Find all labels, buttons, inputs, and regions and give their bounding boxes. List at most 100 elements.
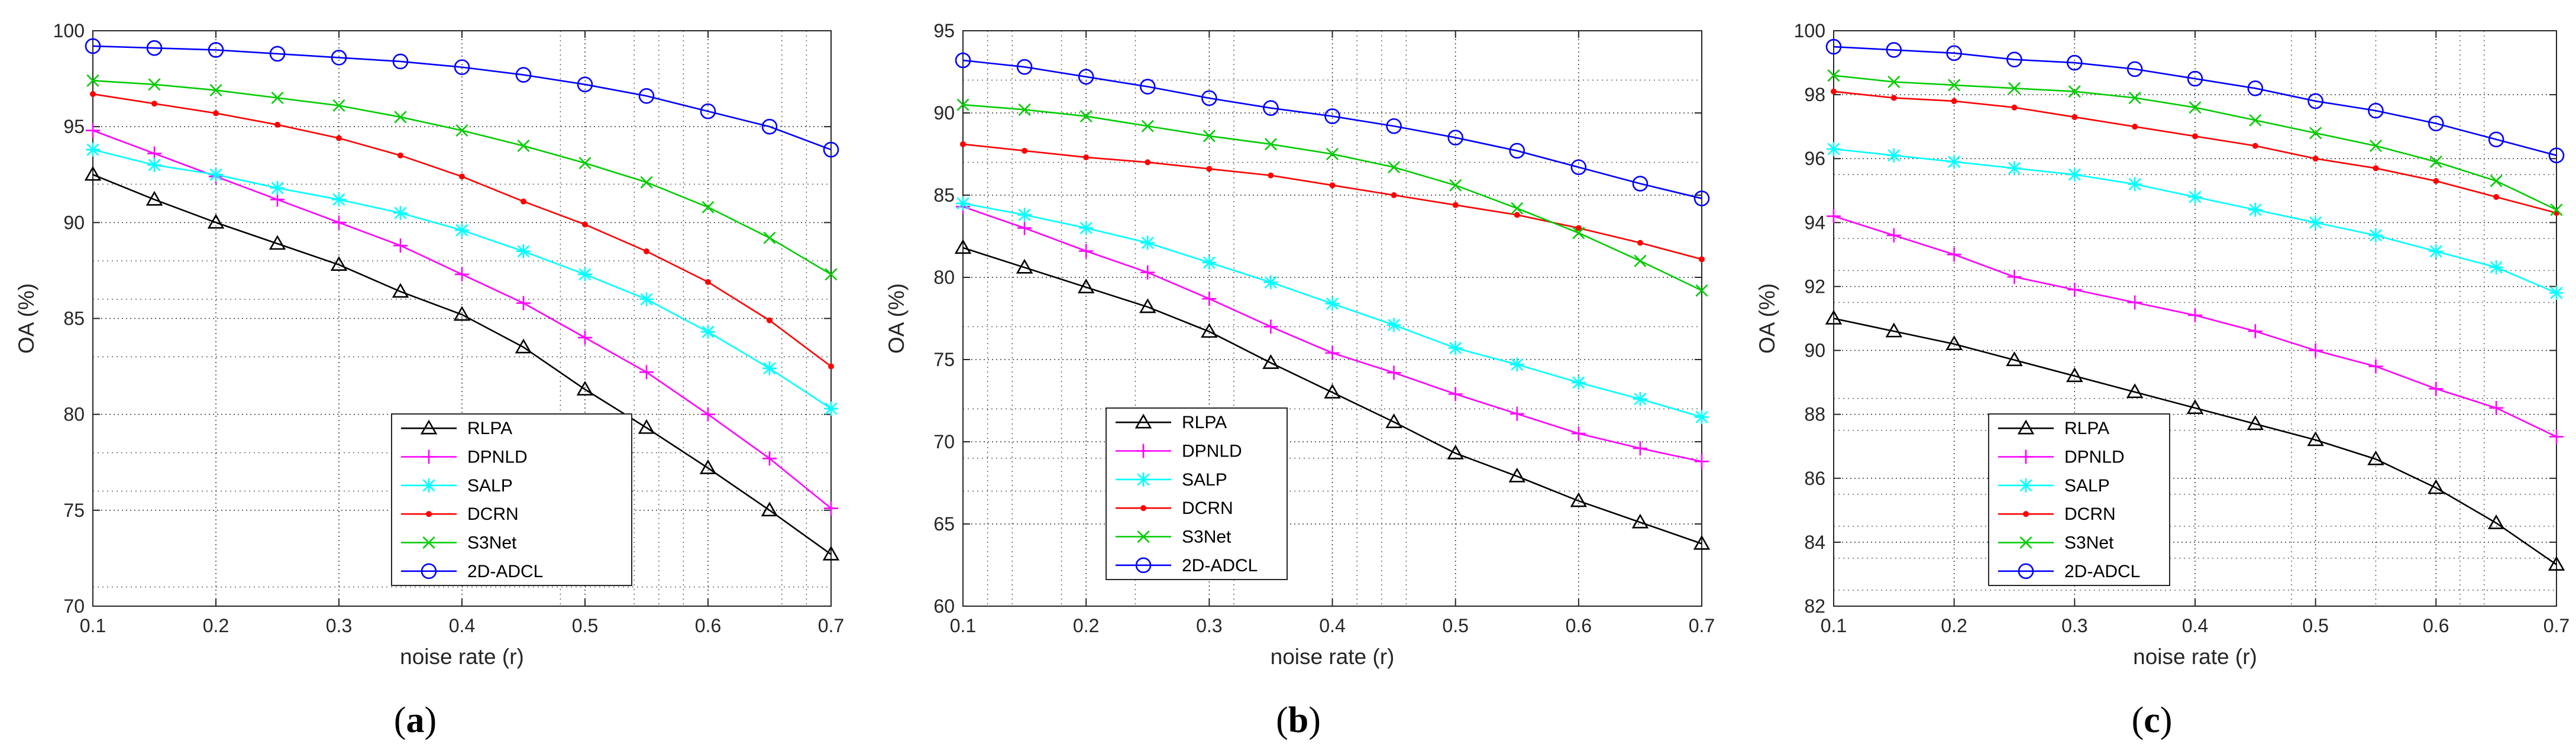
data-point-rlpa: [2307, 431, 2324, 446]
x-tick-label: 0.5: [1442, 615, 1468, 636]
data-point-2d-adcl: [454, 59, 470, 75]
data-point-salp: [2429, 244, 2444, 258]
data-point-s3net: [1449, 179, 1462, 192]
legend-item-salp: SALP: [401, 476, 513, 496]
data-point-dcrn: [2132, 124, 2138, 130]
data-point-salp-b: [763, 362, 776, 375]
legend-marker: [2023, 511, 2029, 517]
legend-label: DCRN: [1182, 499, 1233, 518]
x-tick-label: 0.4: [1319, 615, 1345, 636]
data-point-rlpa: [2487, 514, 2505, 529]
data-point-dcrn: [336, 135, 342, 141]
data-point-dpnld: [2308, 343, 2323, 358]
data-point-s3net: [1695, 284, 1708, 297]
legend: RLPA DPNLD SALP DCRN S3Net 2D-ADCL: [1988, 413, 2170, 586]
data-point-2d-adcl: [392, 53, 409, 70]
series-salp: [956, 196, 1709, 425]
data-point-salp: [2248, 202, 2263, 217]
data-point-s3net: [2490, 174, 2503, 187]
data-point-salp: [2128, 177, 2142, 192]
data-point-salp-b: [2369, 229, 2383, 242]
legend-marker-b: [2019, 536, 2032, 549]
x-tick-label: 0.2: [203, 615, 229, 636]
data-point-2d-adcl: [1825, 38, 1842, 55]
x-tick-label: 0.3: [2061, 615, 2087, 636]
legend-marker-b: [2019, 479, 2032, 492]
data-point-s3net-b: [455, 124, 468, 137]
legend-label: RLPA: [467, 419, 512, 438]
data-point-dpnld: [2007, 270, 2022, 284]
data-point-salp-b: [1018, 208, 1031, 221]
data-point-salp-b: [2249, 203, 2262, 216]
legend-marker: [2017, 419, 2035, 435]
legend-marker: [1136, 472, 1150, 487]
data-point-rlpa: [1631, 513, 1649, 529]
x-tick-label: 0.5: [572, 615, 598, 636]
data-point-dcrn: [2433, 178, 2439, 185]
data-point-rlpa: [392, 283, 409, 298]
data-point-s3net: [86, 74, 99, 87]
data-point-salp: [2368, 228, 2383, 242]
data-point-dcrn: [828, 363, 834, 370]
y-tick-label: 85: [63, 308, 85, 329]
y-tick-label: 88: [1804, 404, 1825, 425]
data-point-salp: [2007, 161, 2022, 176]
data-point-dpnld: [1202, 292, 1217, 306]
x-tick-label: 0.2: [1941, 615, 1967, 636]
legend-label: 2D-ADCL: [2064, 562, 2140, 581]
data-point-rlpa: [1693, 535, 1711, 550]
data-point-2d-adcl: [85, 38, 101, 54]
data-point-dpnld: [1886, 228, 1901, 242]
data-point-s3net-b: [1141, 119, 1154, 132]
series-line-2d-adcl: [962, 59, 1702, 199]
data-point-salp-b: [2008, 161, 2021, 174]
data-point-s3net: [2189, 101, 2202, 114]
legend-marker-b: [1137, 530, 1150, 543]
data-point-2d-adcl: [1078, 69, 1094, 85]
data-point-dpnld: [1947, 247, 1961, 262]
data-point-2d-adcl: [1946, 45, 1962, 62]
y-tick-label: 95: [933, 20, 955, 41]
series-dcrn: [90, 91, 834, 370]
x-axis-label: noise rate (r): [400, 645, 524, 669]
data-point-2d-adcl: [955, 52, 971, 69]
data-point-s3net-b: [332, 99, 345, 112]
legend-label: DPNLD: [1182, 442, 1242, 461]
panel-label-letter: a: [406, 700, 425, 740]
data-point-s3net: [1326, 147, 1339, 161]
legend-marker: [422, 449, 436, 464]
data-point-salp-b: [2189, 190, 2202, 203]
panel-label-open: (: [394, 700, 406, 740]
legend-label: DPNLD: [467, 448, 528, 467]
data-point-s3net-b: [1511, 202, 1524, 215]
panel-label-close: ): [2160, 700, 2173, 740]
legend-marker: [422, 536, 435, 549]
data-point-dpnld: [2549, 429, 2564, 444]
y-tick-label: 60: [933, 596, 955, 617]
data-point-dpnld: [762, 451, 777, 466]
data-point-salp-b: [1326, 297, 1339, 310]
x-tick-label: 0.1: [80, 615, 106, 636]
data-point-dpnld: [701, 407, 715, 422]
data-point-dpnld: [1140, 265, 1155, 280]
legend-box: [391, 413, 632, 586]
data-point-2d-adcl: [208, 42, 224, 58]
data-point-salp: [956, 196, 970, 211]
data-point-2d-adcl: [1509, 143, 1525, 159]
data-point-s3net-b: [1572, 226, 1585, 240]
series-rlpa: [84, 166, 840, 561]
data-point-dcrn: [2373, 165, 2379, 171]
data-point-rlpa: [822, 545, 840, 561]
y-axis-label: OA (%): [14, 283, 38, 354]
legend-item-dcrn: DCRN: [1998, 504, 2116, 524]
data-point-s3net: [2008, 82, 2021, 95]
data-point-salp-b: [640, 293, 653, 306]
data-point-rlpa: [330, 256, 348, 271]
data-point-rlpa: [2006, 351, 2023, 367]
data-point-salp: [2549, 286, 2564, 300]
data-point-s3net-b: [517, 140, 530, 153]
data-point-s3net-b: [1203, 130, 1216, 143]
data-point-rlpa: [146, 190, 163, 206]
data-point-rlpa: [1885, 322, 1903, 338]
